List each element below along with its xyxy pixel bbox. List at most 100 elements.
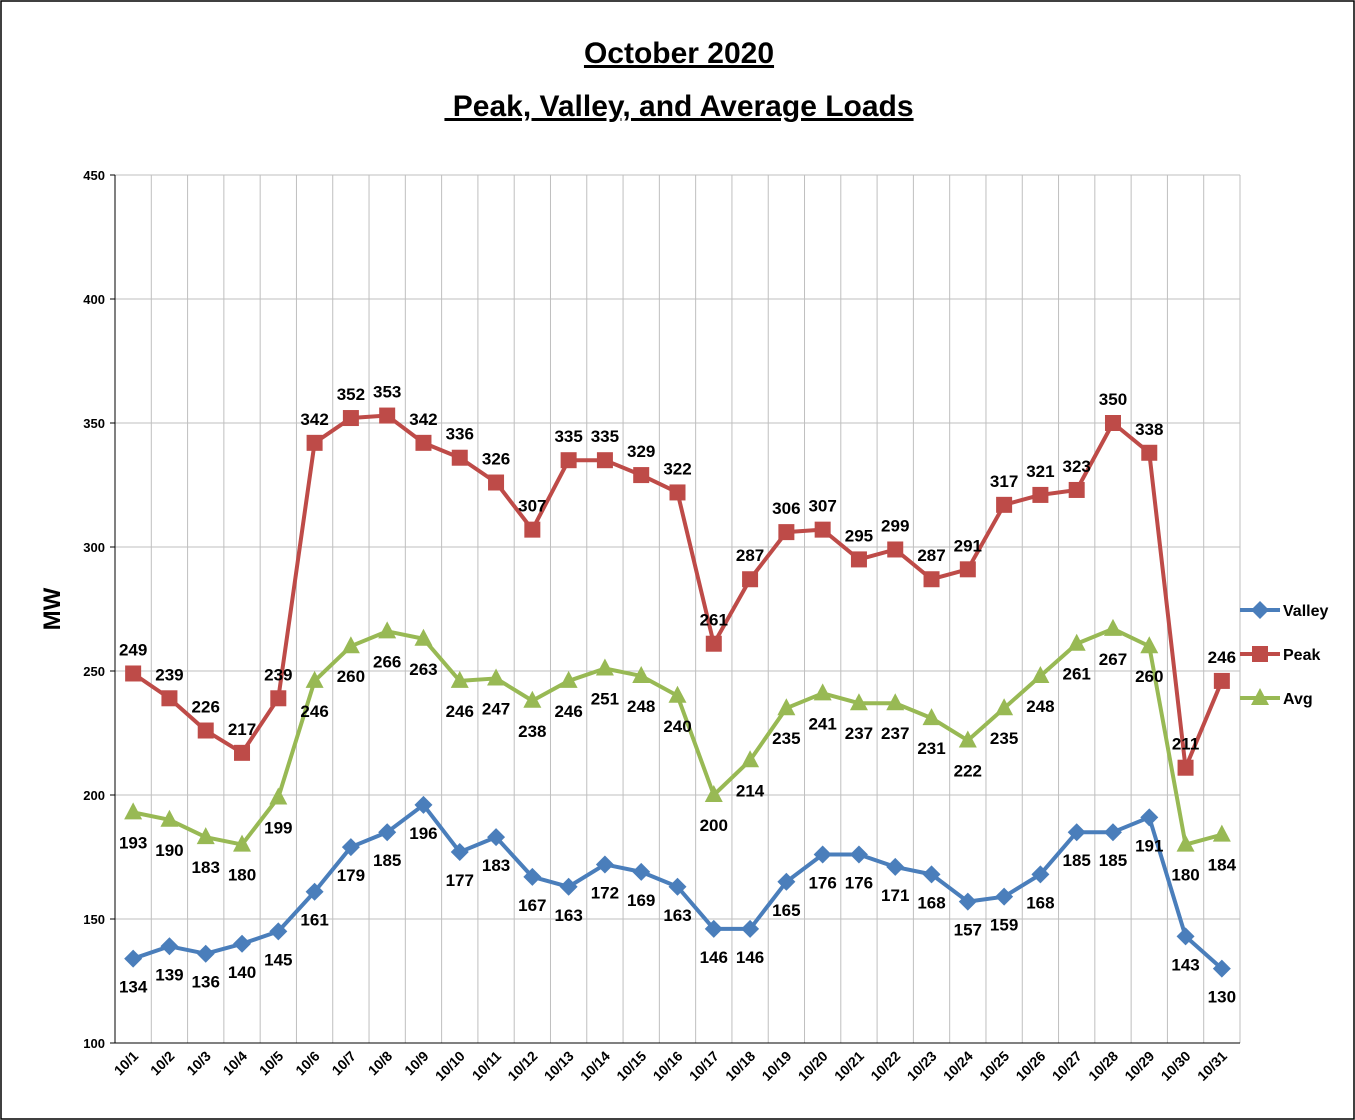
data-label: 307 bbox=[808, 497, 836, 516]
data-label: 185 bbox=[1063, 851, 1091, 870]
marker bbox=[378, 621, 397, 639]
y-tick-label: 350 bbox=[83, 416, 105, 431]
marker bbox=[523, 690, 542, 708]
data-label: 336 bbox=[446, 425, 474, 444]
marker bbox=[633, 467, 650, 484]
data-label: 238 bbox=[518, 722, 546, 741]
chart-title: October 2020 bbox=[584, 37, 774, 70]
data-label: 139 bbox=[155, 965, 183, 984]
marker bbox=[1252, 646, 1268, 662]
data-label: 180 bbox=[1171, 866, 1199, 885]
marker bbox=[1068, 481, 1085, 498]
data-label: 191 bbox=[1135, 836, 1163, 855]
data-label: 161 bbox=[300, 911, 328, 930]
data-label: 248 bbox=[627, 697, 655, 716]
marker bbox=[161, 690, 178, 707]
marker bbox=[160, 809, 179, 827]
data-label: 179 bbox=[337, 866, 365, 885]
marker bbox=[595, 658, 614, 676]
marker bbox=[450, 843, 469, 862]
marker bbox=[777, 698, 796, 716]
marker bbox=[305, 670, 324, 688]
marker bbox=[596, 452, 613, 469]
marker bbox=[1032, 486, 1049, 503]
marker bbox=[922, 865, 941, 884]
y-tick-label: 250 bbox=[83, 664, 105, 679]
marker bbox=[778, 524, 795, 541]
marker bbox=[124, 949, 143, 968]
marker bbox=[1103, 618, 1122, 636]
data-label: 335 bbox=[591, 427, 619, 446]
marker bbox=[1067, 633, 1086, 651]
marker bbox=[704, 785, 723, 802]
data-label: 222 bbox=[954, 761, 982, 780]
data-label: 306 bbox=[772, 499, 800, 518]
marker bbox=[742, 571, 759, 588]
marker bbox=[959, 561, 976, 578]
data-label: 199 bbox=[264, 818, 292, 837]
data-label: 176 bbox=[808, 874, 836, 893]
legend-label: Avg bbox=[1283, 691, 1313, 708]
data-label: 167 bbox=[518, 896, 546, 915]
marker bbox=[813, 683, 832, 701]
data-label: 241 bbox=[808, 714, 836, 733]
data-label: 317 bbox=[990, 472, 1018, 491]
data-label: 146 bbox=[736, 948, 764, 967]
marker bbox=[850, 551, 867, 568]
marker bbox=[415, 434, 432, 451]
data-label: 287 bbox=[736, 546, 764, 565]
marker bbox=[995, 698, 1014, 716]
marker bbox=[1141, 444, 1158, 461]
marker bbox=[777, 872, 796, 891]
data-label: 140 bbox=[228, 963, 256, 982]
y-tick-label: 450 bbox=[83, 168, 105, 183]
marker bbox=[741, 919, 760, 938]
data-label: 168 bbox=[917, 893, 945, 912]
marker bbox=[958, 730, 977, 748]
data-label: 183 bbox=[482, 856, 510, 875]
data-label: 322 bbox=[663, 459, 691, 478]
data-label: 246 bbox=[554, 702, 582, 721]
marker bbox=[414, 795, 433, 814]
data-label: 184 bbox=[1208, 856, 1237, 875]
data-label: 231 bbox=[917, 739, 945, 758]
data-label: 171 bbox=[881, 886, 909, 905]
y-tick-label: 200 bbox=[83, 788, 105, 803]
marker bbox=[270, 690, 287, 707]
marker bbox=[1140, 636, 1159, 654]
marker bbox=[379, 407, 396, 424]
data-label: 235 bbox=[990, 729, 1018, 748]
marker bbox=[1103, 823, 1122, 842]
marker bbox=[378, 823, 397, 842]
data-label: 326 bbox=[482, 450, 510, 469]
marker bbox=[922, 708, 941, 726]
marker bbox=[341, 636, 360, 654]
marker bbox=[958, 892, 977, 911]
y-tick-label: 150 bbox=[83, 912, 105, 927]
marker bbox=[849, 693, 868, 711]
marker bbox=[849, 845, 868, 864]
marker bbox=[560, 452, 577, 469]
data-label: 177 bbox=[446, 871, 474, 890]
marker bbox=[524, 521, 541, 538]
data-label: 226 bbox=[192, 698, 220, 717]
marker bbox=[669, 484, 686, 501]
marker bbox=[488, 474, 505, 491]
data-label: 217 bbox=[228, 720, 256, 739]
marker bbox=[1213, 672, 1230, 689]
marker bbox=[886, 693, 905, 711]
marker bbox=[1031, 865, 1050, 884]
data-label: 342 bbox=[409, 410, 437, 429]
marker bbox=[124, 802, 143, 820]
marker bbox=[487, 668, 506, 686]
marker bbox=[305, 882, 324, 901]
data-label: 239 bbox=[155, 665, 183, 684]
marker bbox=[306, 434, 323, 451]
y-tick-label: 400 bbox=[83, 292, 105, 307]
data-label: 193 bbox=[119, 833, 147, 852]
data-label: 335 bbox=[554, 427, 582, 446]
marker bbox=[197, 722, 214, 739]
marker bbox=[887, 541, 904, 558]
marker bbox=[923, 571, 940, 588]
